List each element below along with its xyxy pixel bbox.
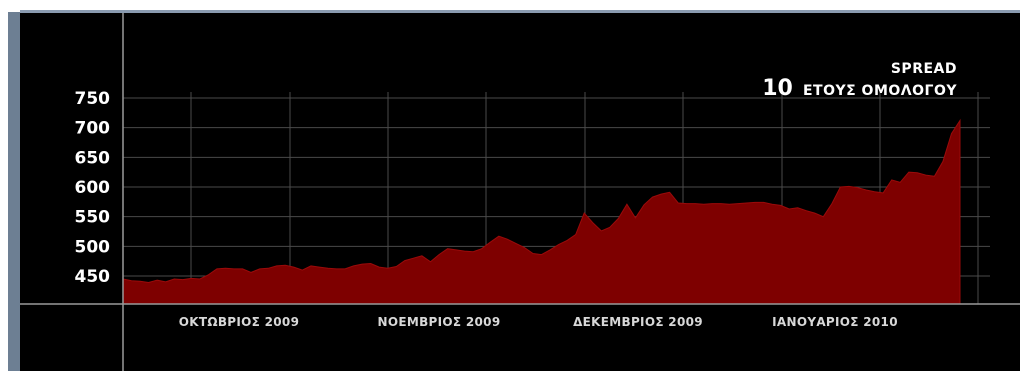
y-tick-label: 600 <box>75 178 111 198</box>
y-tick-label: 550 <box>75 208 111 228</box>
y-tick-labels: 750 700 650 600 550 500 450 <box>75 89 111 287</box>
x-tick-label: ΙΑΝΟΥΑΡΙΟΣ 2010 <box>772 315 898 329</box>
x-tick-label: ΔΕΚΕΜΒΡΙΟΣ 2009 <box>573 315 703 329</box>
spread-chart: 750 700 650 600 550 500 450 ΟΚΤΩΒΡΙΟΣ 2009 ΝΟΕΜ… <box>20 13 1020 371</box>
top-edge-strip <box>20 10 1020 13</box>
y-tick-label: 500 <box>75 237 111 257</box>
chart-title-number: 10 <box>762 76 793 101</box>
y-tick-label: 450 <box>75 267 111 287</box>
y-tick-label: 650 <box>75 148 111 168</box>
chart-panel: 750 700 650 600 550 500 450 ΟΚΤΩΒΡΙΟΣ 2009 ΝΟΕΜ… <box>20 13 1020 371</box>
spread-area <box>122 118 961 305</box>
x-tick-label: ΝΟΕΜΒΡΙΟΣ 2009 <box>378 315 501 329</box>
y-tick-label: 750 <box>75 89 111 109</box>
y-tick-label: 700 <box>75 119 111 139</box>
x-tick-labels: ΟΚΤΩΒΡΙΟΣ 2009 ΝΟΕΜΒΡΙΟΣ 2009 ΔΕΚΕΜΒΡΙΟΣ 2… <box>179 315 898 329</box>
chart-title-text: ΕΤΟΥΣ ΟΜΟΛΟΓΟΥ <box>803 83 957 99</box>
left-edge-bar <box>8 12 20 371</box>
chart-title-line1: SPREAD <box>891 61 957 77</box>
x-tick-label: ΟΚΤΩΒΡΙΟΣ 2009 <box>179 315 299 329</box>
chart-title-line2: 10 ΕΤΟΥΣ ΟΜΟΛΟΓΟΥ <box>762 76 957 101</box>
